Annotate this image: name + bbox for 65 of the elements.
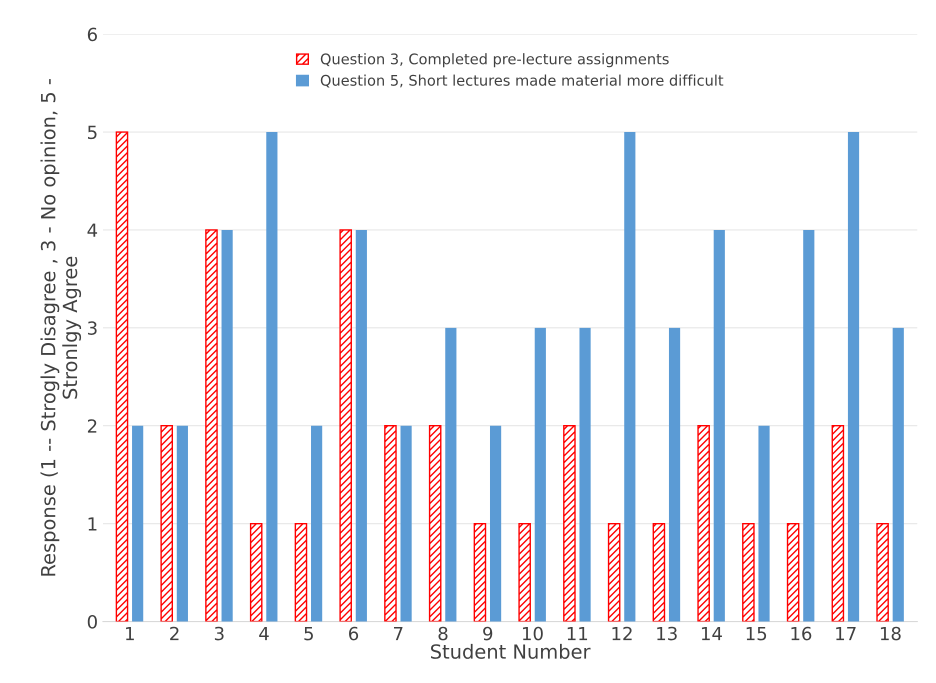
bar	[803, 230, 814, 622]
y-tick-label: 0	[88, 614, 97, 629]
x-tick-label: 17	[836, 626, 856, 640]
x-tick-label: 18	[880, 626, 901, 640]
bar	[339, 229, 352, 622]
bar	[563, 425, 576, 622]
bar	[876, 522, 889, 622]
x-tick-label: 13	[657, 626, 677, 640]
bar	[474, 522, 486, 622]
y-axis-title: Response (1 -- Strogly Disagree , 3 - No opinion, 5 - Stronlgy Agree	[40, 79, 82, 576]
bar	[384, 425, 397, 622]
bar	[266, 132, 278, 622]
bar	[652, 522, 666, 622]
bar	[132, 426, 144, 622]
bar	[490, 426, 502, 622]
bar	[697, 425, 710, 622]
bar	[294, 522, 308, 622]
bar	[892, 328, 904, 622]
bar	[356, 230, 367, 622]
x-tick-label: 16	[791, 626, 812, 640]
x-tick-label: 12	[612, 626, 632, 640]
x-tick-label: 9	[483, 626, 492, 640]
x-tick-label: 10	[522, 626, 543, 640]
y-tick-label: 3	[88, 321, 97, 335]
x-tick-label: 7	[394, 626, 402, 640]
y-tick-label: 2	[88, 419, 96, 433]
bar	[445, 328, 456, 622]
bar	[160, 425, 174, 622]
x-tick-label: 5	[304, 626, 313, 640]
x-tick-label: 2	[170, 626, 178, 640]
x-tick-label: 8	[438, 626, 448, 640]
y-tick-label: 4	[87, 224, 98, 237]
x-tick-label: 3	[214, 626, 224, 640]
y-tick-label: 6	[88, 28, 97, 42]
x-tick-label: 4	[259, 626, 269, 640]
x-tick-label: 6	[349, 626, 358, 640]
bar	[848, 132, 860, 622]
bar	[742, 522, 755, 622]
legend-label: Question 5, Short lectures made material more difficult	[320, 74, 724, 88]
bar	[786, 522, 800, 622]
bar	[608, 522, 620, 622]
bar	[428, 425, 442, 622]
bar	[116, 131, 128, 622]
bar	[579, 328, 591, 622]
x-tick-label: 11	[568, 626, 588, 640]
bar	[222, 230, 233, 622]
bar	[400, 426, 412, 622]
x-tick-label: 15	[746, 626, 766, 640]
bar	[250, 522, 262, 622]
bar	[205, 229, 218, 622]
bar	[758, 426, 770, 622]
bar	[518, 522, 531, 622]
bar	[832, 425, 844, 622]
bar	[534, 328, 546, 622]
bar	[311, 426, 322, 622]
x-tick-label: 1	[126, 626, 134, 640]
bar	[176, 426, 188, 622]
legend-label: Question 3, Completed pre-lecture assignments	[320, 53, 669, 68]
x-axis-title: Student Number	[430, 644, 591, 659]
bar	[668, 328, 680, 622]
y-tick-label: 5	[88, 126, 97, 140]
x-tick-label: 14	[702, 626, 722, 640]
bar	[714, 230, 725, 622]
y-tick-label: 1	[88, 517, 96, 530]
bar	[624, 132, 636, 622]
